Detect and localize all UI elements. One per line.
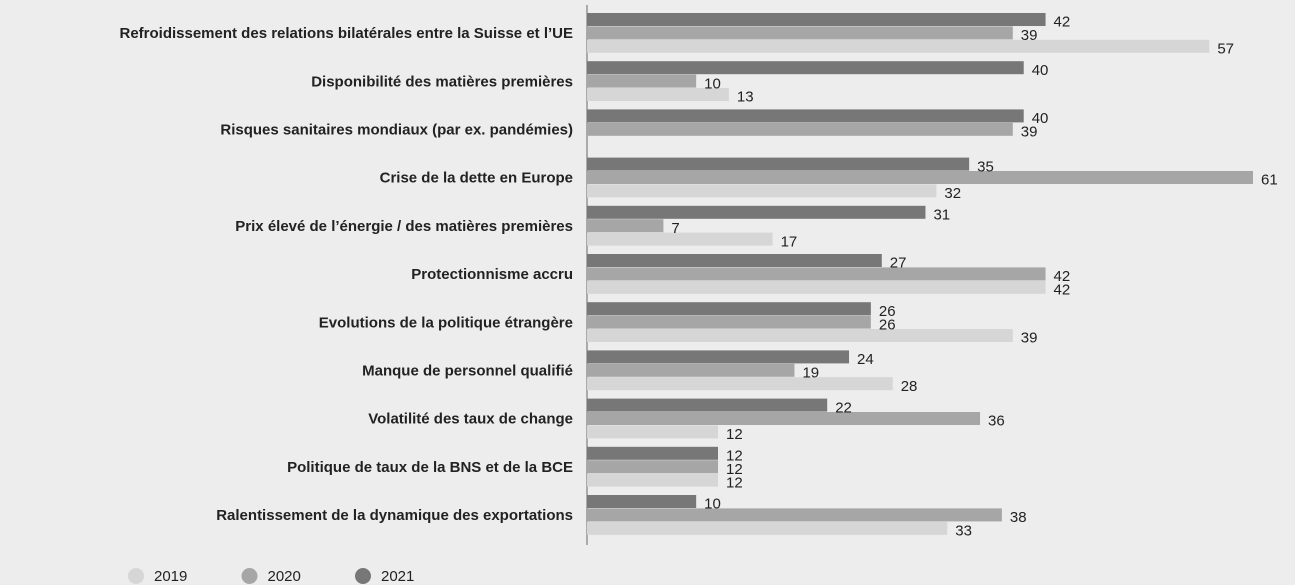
value-label: 26 xyxy=(879,316,896,333)
bar xyxy=(587,315,871,329)
category-label: Protectionnisme accru xyxy=(411,266,573,283)
bar xyxy=(587,350,850,364)
category-label: Volatilité des taux de change xyxy=(368,411,573,428)
bar xyxy=(587,219,664,233)
bar xyxy=(587,88,729,101)
value-label: 39 xyxy=(1021,123,1038,140)
bar xyxy=(587,122,1013,136)
bar xyxy=(587,508,1002,522)
value-label: 27 xyxy=(890,255,907,272)
value-label: 10 xyxy=(704,496,721,513)
value-label: 38 xyxy=(1010,509,1027,526)
value-label: 40 xyxy=(1032,62,1049,79)
value-label: 31 xyxy=(933,206,950,223)
value-label: 17 xyxy=(781,233,798,250)
bar xyxy=(587,377,893,391)
value-label: 22 xyxy=(835,399,852,416)
bar xyxy=(587,425,719,439)
value-label: 33 xyxy=(955,522,972,539)
category-label: Refroidissement des relations bilatérale… xyxy=(119,25,573,42)
category-label: Politique de taux de la BNS et de la BCE xyxy=(287,459,573,476)
legend-label: 2020 xyxy=(268,568,301,585)
bar xyxy=(587,39,1210,53)
value-label: 7 xyxy=(671,220,679,237)
bar xyxy=(587,171,1253,184)
category-label: Ralentissement de la dynamique des expor… xyxy=(216,507,573,524)
value-label: 39 xyxy=(1021,330,1038,347)
category-label: Disponibilité des matières premières xyxy=(311,73,573,90)
bar xyxy=(587,398,828,412)
value-label: 19 xyxy=(802,364,819,381)
legend-label: 2021 xyxy=(381,568,414,585)
value-label: 35 xyxy=(977,158,994,175)
value-label: 61 xyxy=(1261,172,1278,189)
value-label: 12 xyxy=(726,461,743,478)
value-label: 42 xyxy=(1054,268,1071,285)
value-label: 12 xyxy=(726,474,743,491)
bar xyxy=(587,13,1046,26)
value-label: 13 xyxy=(737,89,754,106)
legend-swatch xyxy=(128,568,144,584)
bar xyxy=(587,495,697,508)
bar xyxy=(587,232,773,246)
value-label: 28 xyxy=(901,378,918,395)
legend-swatch xyxy=(241,568,258,584)
bar xyxy=(587,446,719,460)
bar xyxy=(587,412,981,425)
value-label: 36 xyxy=(988,413,1005,430)
bar xyxy=(587,109,1024,123)
value-label: 12 xyxy=(726,447,743,464)
bar xyxy=(587,157,970,171)
value-label: 24 xyxy=(857,351,874,368)
value-label: 26 xyxy=(879,303,896,320)
value-label: 32 xyxy=(944,185,961,202)
bar xyxy=(587,61,1024,75)
bar xyxy=(587,205,926,219)
legend-swatch xyxy=(355,568,371,584)
value-label: 42 xyxy=(1054,14,1071,31)
bar xyxy=(587,363,795,377)
bar xyxy=(587,302,871,316)
value-label: 57 xyxy=(1217,40,1234,57)
category-label: Prix élevé de l’énergie / des matières p… xyxy=(235,218,573,235)
bar xyxy=(587,74,697,88)
bar xyxy=(587,26,1013,40)
category-label: Risques sanitaires mondiaux (par ex. pan… xyxy=(220,121,573,138)
bar xyxy=(587,460,719,474)
value-label: 39 xyxy=(1021,27,1038,44)
bar xyxy=(587,521,948,535)
category-label: Manque de personnel qualifié xyxy=(362,362,573,379)
bar xyxy=(587,280,1046,294)
bar xyxy=(587,254,882,267)
value-label: 10 xyxy=(704,75,721,92)
bar xyxy=(587,267,1046,281)
value-label: 42 xyxy=(1054,281,1071,298)
legend-label: 2019 xyxy=(154,568,187,585)
category-label: Crise de la dette en Europe xyxy=(380,170,573,187)
bar xyxy=(587,329,1013,342)
bar xyxy=(587,184,937,198)
category-label: Evolutions de la politique étrangère xyxy=(319,314,573,331)
value-label: 12 xyxy=(726,426,743,443)
value-label: 40 xyxy=(1032,110,1049,127)
bar xyxy=(587,473,719,487)
